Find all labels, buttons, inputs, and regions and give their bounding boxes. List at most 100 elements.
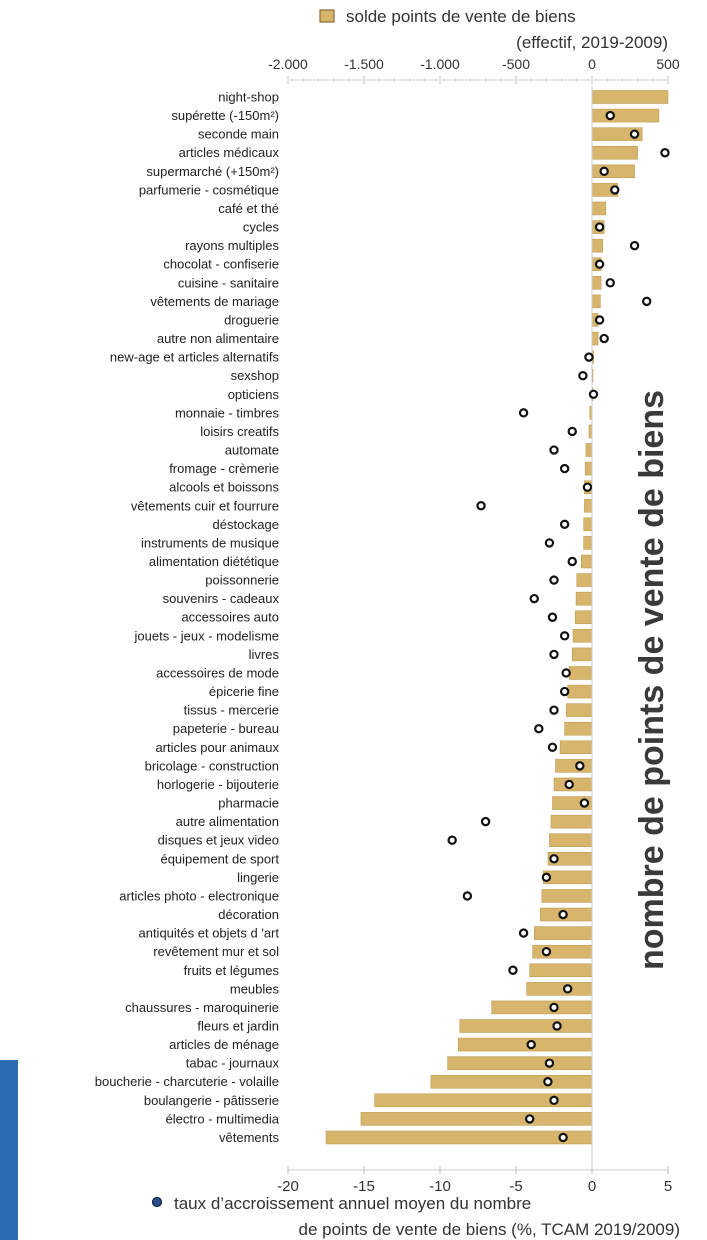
bar (585, 443, 593, 457)
legend-bottom-line1: taux d’accroissement annuel moyen du nom… (174, 1194, 531, 1213)
top-tick-label: 0 (588, 56, 596, 72)
bottom-axis: -20 -15 -10 -5 0 5 (277, 1166, 672, 1195)
dot (541, 946, 552, 957)
bar (541, 889, 593, 903)
category-label: horlogerie - bijouterie (157, 777, 279, 792)
bar (565, 703, 593, 717)
dot (552, 1021, 562, 1031)
top-tick-label: -1.000 (420, 56, 460, 72)
category-label: articles médicaux (179, 145, 280, 160)
bar (360, 1112, 593, 1126)
bar (591, 108, 660, 123)
dot (599, 333, 609, 344)
dot (549, 1002, 559, 1013)
bottom-tick-label: -5 (509, 1178, 522, 1195)
dot (547, 742, 558, 753)
bar (533, 926, 593, 940)
bar (567, 684, 593, 699)
dot (558, 1132, 568, 1143)
category-label: café et thé (218, 201, 279, 216)
dot (559, 631, 570, 641)
legend-bar-swatch (319, 9, 335, 23)
side-title: nombre de points de vente de biens (633, 390, 671, 970)
bar (325, 1130, 593, 1145)
bar (549, 833, 593, 847)
dot (588, 389, 599, 399)
accent-side-bar (0, 1060, 18, 1240)
dot (534, 724, 544, 734)
legend-top-line2: (effectif, 2019-2009) (516, 33, 668, 52)
bar (591, 276, 602, 290)
category-label: pharmacie (218, 796, 279, 811)
dot (575, 761, 585, 771)
bottom-tick-label: 5 (664, 1178, 672, 1195)
dot (549, 854, 559, 864)
bar (559, 740, 593, 755)
dot (564, 779, 574, 790)
bar (591, 145, 638, 160)
category-label: chaussures - maroquinerie (125, 1000, 279, 1015)
bar (591, 238, 603, 253)
dot (605, 110, 615, 121)
category-label: supermarché (+150m²) (146, 164, 279, 179)
bar (529, 963, 593, 978)
category-label: night-shop (218, 90, 279, 105)
bar (555, 759, 593, 773)
category-label: autre non alimentaire (157, 331, 279, 346)
dot (642, 296, 652, 307)
category-label: opticiens (228, 387, 280, 402)
dot (629, 129, 640, 139)
top-tick-label: 500 (656, 56, 680, 72)
category-label: antiquités et objets d 'art (138, 926, 279, 941)
category-label: rayons multiples (185, 238, 279, 253)
bar (571, 647, 593, 662)
dot (549, 649, 559, 660)
top-axis: -2.000 -1.500 -1.000 -500 0 500 (268, 56, 680, 84)
bar (532, 944, 593, 959)
dot (480, 816, 491, 827)
category-label: électro - multimedia (166, 1111, 280, 1126)
top-tick-label: -1.500 (344, 56, 384, 72)
bar (459, 1019, 593, 1033)
category-label: disques et jeux video (158, 833, 279, 848)
category-label: épicerie fine (209, 684, 279, 699)
category-label: supérette (-150m²) (171, 108, 279, 123)
dot (508, 965, 518, 975)
bar (584, 461, 593, 476)
dot (610, 185, 620, 195)
bar (591, 331, 599, 346)
dot (547, 612, 558, 622)
category-label: sexshop (231, 368, 279, 383)
category-label: boulangerie - pâtisserie (144, 1093, 279, 1108)
category-label: alimentation diététique (149, 554, 279, 569)
category-label: déstockage (213, 517, 280, 532)
category-label: cuisine - sanitaire (178, 275, 279, 290)
bar (568, 666, 593, 680)
dot (567, 556, 577, 567)
category-label: droguerie (224, 312, 279, 327)
dot (544, 538, 555, 548)
dot (549, 1095, 559, 1106)
category-label: poissonnerie (205, 573, 279, 588)
bar (576, 573, 593, 587)
dot (526, 1039, 536, 1050)
category-label: accessoires de mode (156, 665, 279, 680)
dot (559, 519, 570, 530)
bar (550, 814, 593, 829)
legend-bottom: taux d’accroissement annuel moyen du nom… (151, 1194, 680, 1239)
bar (591, 164, 635, 179)
dot (529, 593, 539, 604)
legend-top-line1: solde points de vente de biens (346, 7, 576, 26)
dot (541, 872, 552, 883)
dot (549, 705, 559, 715)
category-label: tissus - mercerie (184, 703, 279, 718)
dot (543, 1077, 553, 1087)
category-label: vêtements de mariage (150, 294, 279, 309)
bar (491, 1000, 593, 1015)
dot (599, 166, 609, 177)
category-label: fromage - crèmerie (169, 461, 279, 476)
dot (582, 482, 593, 492)
category-label: instruments de musique (141, 535, 279, 550)
category-label: monnaie - timbres (175, 405, 280, 420)
